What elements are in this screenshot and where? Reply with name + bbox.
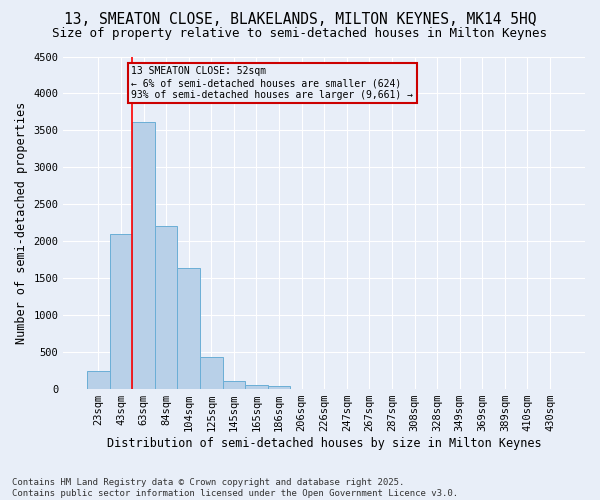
- Bar: [268, 386, 290, 389]
- Bar: [155, 226, 178, 389]
- Bar: [200, 356, 223, 389]
- X-axis label: Distribution of semi-detached houses by size in Milton Keynes: Distribution of semi-detached houses by …: [107, 437, 542, 450]
- Bar: [110, 234, 132, 389]
- Bar: [223, 382, 245, 389]
- Bar: [178, 268, 200, 389]
- Text: 13 SMEATON CLOSE: 52sqm
← 6% of semi-detached houses are smaller (624)
93% of se: 13 SMEATON CLOSE: 52sqm ← 6% of semi-det…: [131, 66, 413, 100]
- Bar: [132, 122, 155, 389]
- Text: Contains HM Land Registry data © Crown copyright and database right 2025.
Contai: Contains HM Land Registry data © Crown c…: [12, 478, 458, 498]
- Y-axis label: Number of semi-detached properties: Number of semi-detached properties: [15, 102, 28, 344]
- Bar: [87, 370, 110, 389]
- Bar: [245, 385, 268, 389]
- Text: Size of property relative to semi-detached houses in Milton Keynes: Size of property relative to semi-detach…: [53, 28, 548, 40]
- Text: 13, SMEATON CLOSE, BLAKELANDS, MILTON KEYNES, MK14 5HQ: 13, SMEATON CLOSE, BLAKELANDS, MILTON KE…: [64, 12, 536, 28]
